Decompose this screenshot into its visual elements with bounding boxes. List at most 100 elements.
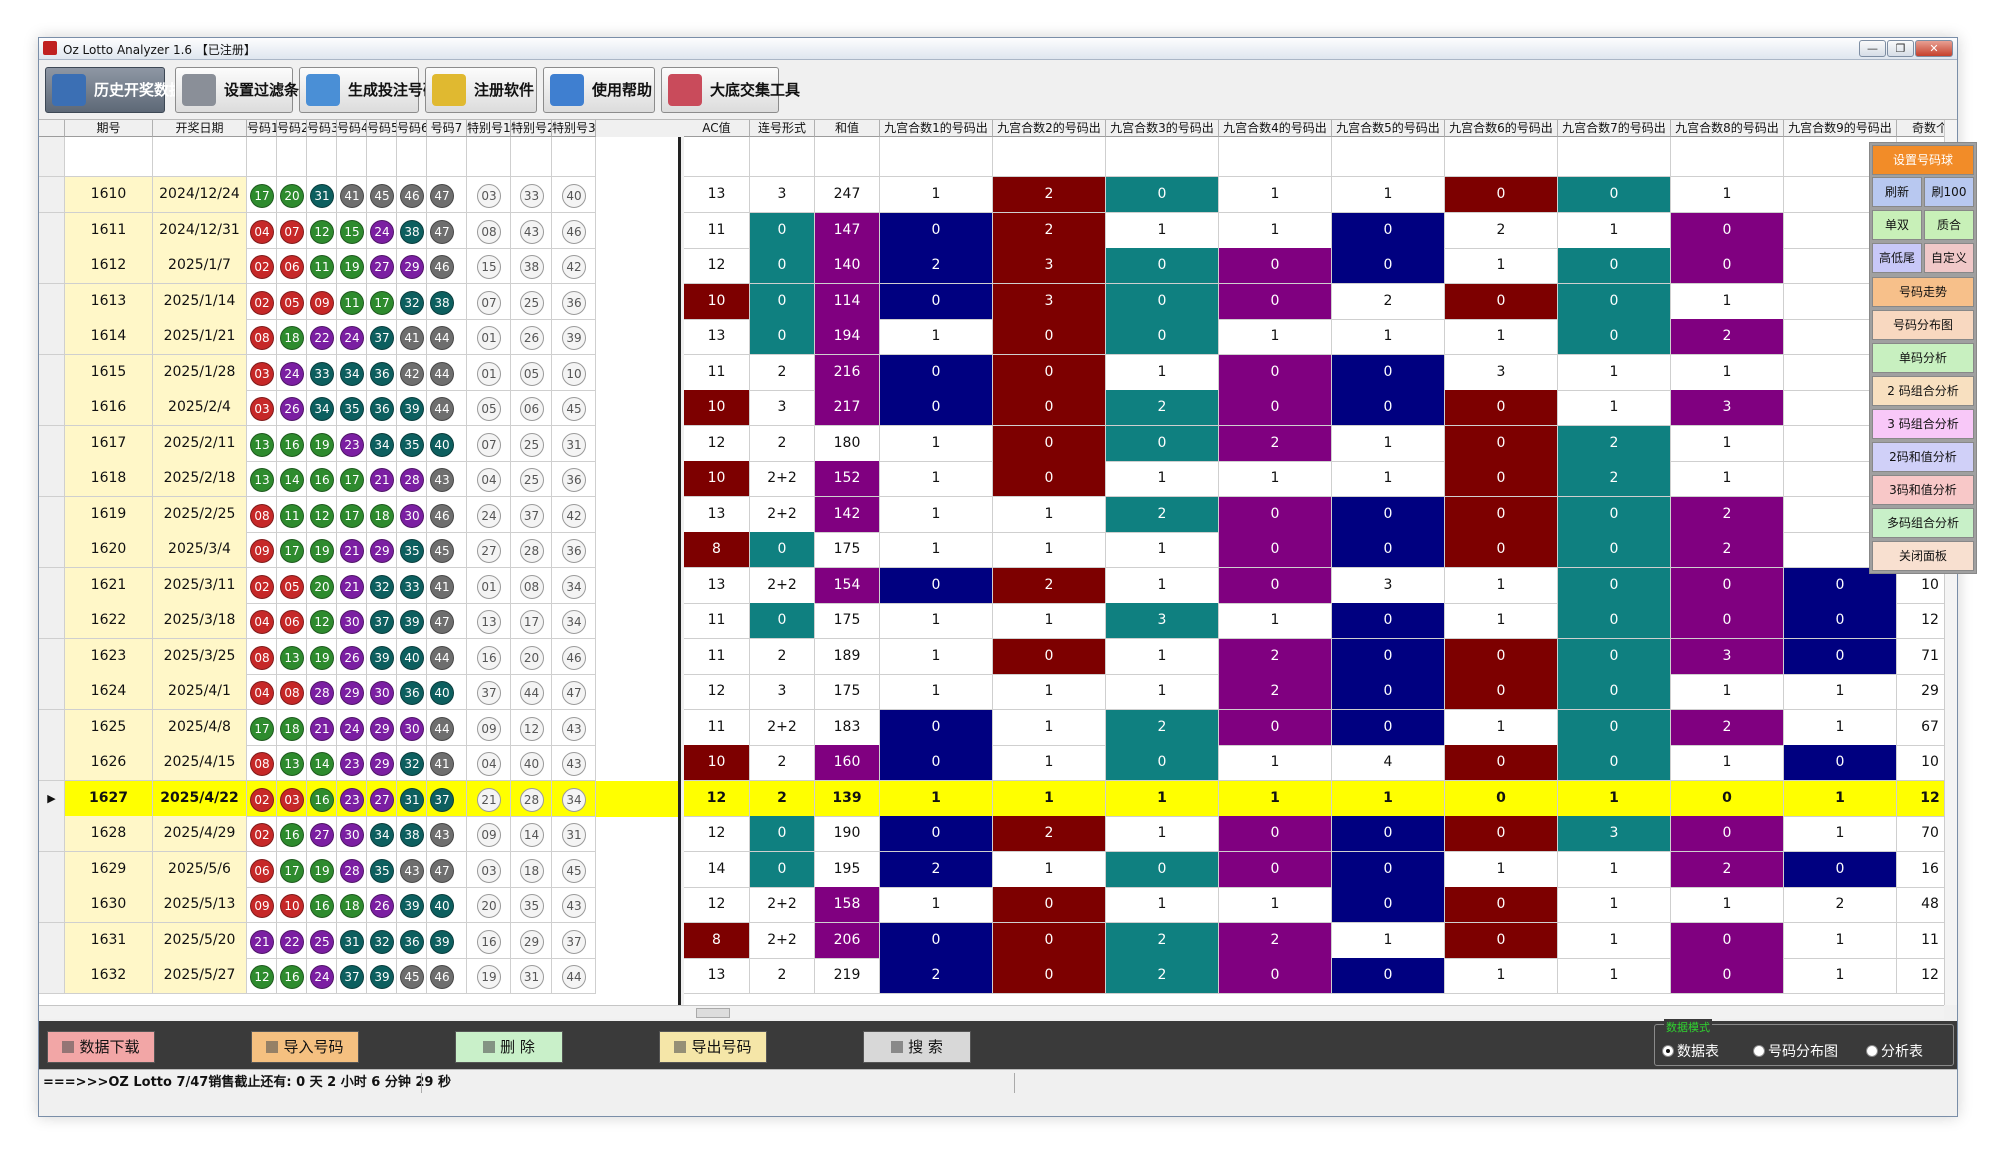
stat-cell[interactable]: 0 (1558, 283, 1671, 320)
number-cell[interactable]: 32 (397, 745, 427, 781)
number-cell[interactable]: 03 (277, 780, 307, 817)
stat-cell[interactable]: 1 (880, 674, 993, 710)
table-row[interactable]: 1621 2025/3/11 02 05 20 21 32 33 41 01 08 34 (39, 567, 678, 604)
table-row[interactable]: 1622 2025/3/18 04 06 12 30 37 39 47 13 17 34 (39, 603, 678, 639)
issue-cell[interactable]: 1630 (65, 887, 153, 923)
row-indicator[interactable] (39, 248, 65, 284)
column-header[interactable]: 九宫合数8的号码出 (1671, 120, 1784, 137)
stat-cell[interactable]: 29 (1897, 674, 1944, 710)
stat-cell[interactable]: 2 (1106, 958, 1219, 994)
stat-cell[interactable]: 0 (1558, 638, 1671, 675)
panel-button[interactable]: 单双 (1872, 210, 1922, 240)
stat-cell[interactable]: 0 (1332, 674, 1445, 710)
stat-cell[interactable]: 1 (1671, 177, 1784, 213)
stat-cell[interactable]: 0 (1445, 390, 1558, 426)
stat-cell[interactable]: 0 (1219, 709, 1332, 746)
stat-cell[interactable]: 1 (1558, 922, 1671, 959)
stat-cell[interactable]: 2+2 (750, 887, 815, 923)
column-header[interactable]: 九宫合数3的号码出 (1106, 120, 1219, 137)
number-cell[interactable]: 40 (397, 638, 427, 675)
number-cell[interactable]: 35 (397, 425, 427, 462)
stats-row[interactable]: 10 2 160 0 1 0 1 4 0 0 1 0 10 (684, 745, 1944, 781)
number-cell[interactable]: 29 (337, 674, 367, 710)
panel-item[interactable]: 关闭面板 (1872, 541, 1974, 571)
column-header[interactable]: 开奖日期 (153, 120, 247, 137)
number-cell[interactable]: 35 (397, 532, 427, 568)
stats-row[interactable]: 8 0 175 1 1 1 0 0 0 0 2 (684, 532, 1944, 568)
column-header[interactable]: 号码2 (277, 120, 307, 137)
row-indicator[interactable] (39, 567, 65, 604)
stat-cell[interactable]: 2 (1558, 461, 1671, 497)
special-cell[interactable]: 45 (552, 851, 596, 888)
date-cell[interactable]: 2025/1/28 (153, 354, 247, 391)
stat-cell[interactable]: 1 (1445, 567, 1558, 604)
panel-button[interactable]: 刷100 (1924, 177, 1974, 207)
stat-cell[interactable]: 0 (1106, 745, 1219, 781)
special-cell[interactable]: 26 (511, 319, 552, 355)
stat-cell[interactable]: 2 (993, 177, 1106, 213)
stat-cell[interactable]: 1 (1332, 319, 1445, 355)
panel-button[interactable]: 质合 (1924, 210, 1974, 240)
number-cell[interactable]: 16 (307, 461, 337, 497)
number-cell[interactable]: 38 (397, 816, 427, 852)
panel-title-button[interactable]: 设置号码球 (1872, 145, 1974, 175)
stat-cell[interactable]: 1 (1558, 780, 1671, 817)
stat-cell[interactable]: 0 (1445, 532, 1558, 568)
stat-cell[interactable]: 3 (750, 390, 815, 426)
toolbar-button-2[interactable]: 设置过滤条件 (175, 67, 314, 113)
stat-cell[interactable]: 2 (1219, 674, 1332, 710)
stat-cell[interactable]: 1 (1671, 674, 1784, 710)
stat-cell[interactable]: 139 (815, 780, 880, 817)
special-cell[interactable]: 37 (511, 496, 552, 533)
stat-cell[interactable]: 3 (1445, 354, 1558, 391)
number-cell[interactable]: 41 (397, 319, 427, 355)
special-cell[interactable]: 46 (552, 638, 596, 675)
stat-cell[interactable]: 10 (684, 390, 750, 426)
date-cell[interactable]: 2025/2/18 (153, 461, 247, 497)
stat-cell[interactable]: 0 (1219, 390, 1332, 426)
stat-cell[interactable]: 2 (1671, 496, 1784, 533)
row-indicator[interactable] (39, 212, 65, 249)
number-cell[interactable]: 21 (367, 461, 397, 497)
panel-item[interactable]: 号码走势 (1872, 277, 1974, 307)
special-cell[interactable]: 34 (552, 567, 596, 604)
number-cell[interactable]: 04 (247, 674, 277, 710)
table-row[interactable]: 1611 2024/12/31 04 07 12 15 24 38 47 08 43 46 (39, 212, 678, 249)
special-cell[interactable]: 04 (467, 461, 511, 497)
issue-cell[interactable]: 1632 (65, 958, 153, 994)
row-indicator[interactable] (39, 283, 65, 320)
row-indicator[interactable] (39, 887, 65, 923)
stat-cell[interactable]: 175 (815, 603, 880, 639)
stat-cell[interactable]: 1 (1332, 461, 1445, 497)
column-header[interactable]: 特别号1 (467, 120, 511, 137)
stat-cell[interactable]: 0 (1106, 851, 1219, 888)
table-row[interactable]: 1626 2025/4/15 08 13 14 23 29 32 41 04 40 43 (39, 745, 678, 781)
number-cell[interactable]: 39 (397, 887, 427, 923)
special-cell[interactable]: 18 (511, 851, 552, 888)
stat-cell[interactable]: 247 (815, 177, 880, 213)
stat-cell[interactable]: 12 (684, 780, 750, 817)
stat-cell[interactable]: 14 (684, 851, 750, 888)
stat-cell[interactable]: 0 (1671, 958, 1784, 994)
row-indicator[interactable] (39, 638, 65, 675)
number-cell[interactable]: 26 (277, 390, 307, 426)
toolbar-button-5[interactable]: 使用帮助 (543, 67, 655, 113)
stat-cell[interactable]: 0 (750, 283, 815, 320)
radio-dot[interactable] (1662, 1045, 1674, 1057)
stat-cell[interactable]: 1 (880, 177, 993, 213)
column-header[interactable]: 九宫合数7的号码出 (1558, 120, 1671, 137)
stat-cell[interactable]: 0 (750, 248, 815, 284)
stat-cell[interactable]: 0 (1784, 603, 1897, 639)
number-cell[interactable]: 32 (397, 283, 427, 320)
stat-cell[interactable]: 0 (1671, 248, 1784, 284)
horizontal-scrollbar[interactable] (39, 1005, 1944, 1019)
number-cell[interactable]: 34 (367, 425, 397, 462)
table-row[interactable]: 1610 2024/12/24 17 20 31 41 45 46 47 03 33 40 (39, 177, 678, 213)
stat-cell[interactable]: 0 (1784, 745, 1897, 781)
stat-cell[interactable]: 3 (1671, 390, 1784, 426)
number-cell[interactable]: 05 (277, 283, 307, 320)
stat-cell[interactable]: 1 (1558, 887, 1671, 923)
stat-cell[interactable]: 1 (1784, 674, 1897, 710)
table-row[interactable]: 1614 2025/1/21 08 18 22 24 37 41 44 01 26 39 (39, 319, 678, 355)
bottom-button-5[interactable]: 搜 索 (863, 1031, 971, 1063)
